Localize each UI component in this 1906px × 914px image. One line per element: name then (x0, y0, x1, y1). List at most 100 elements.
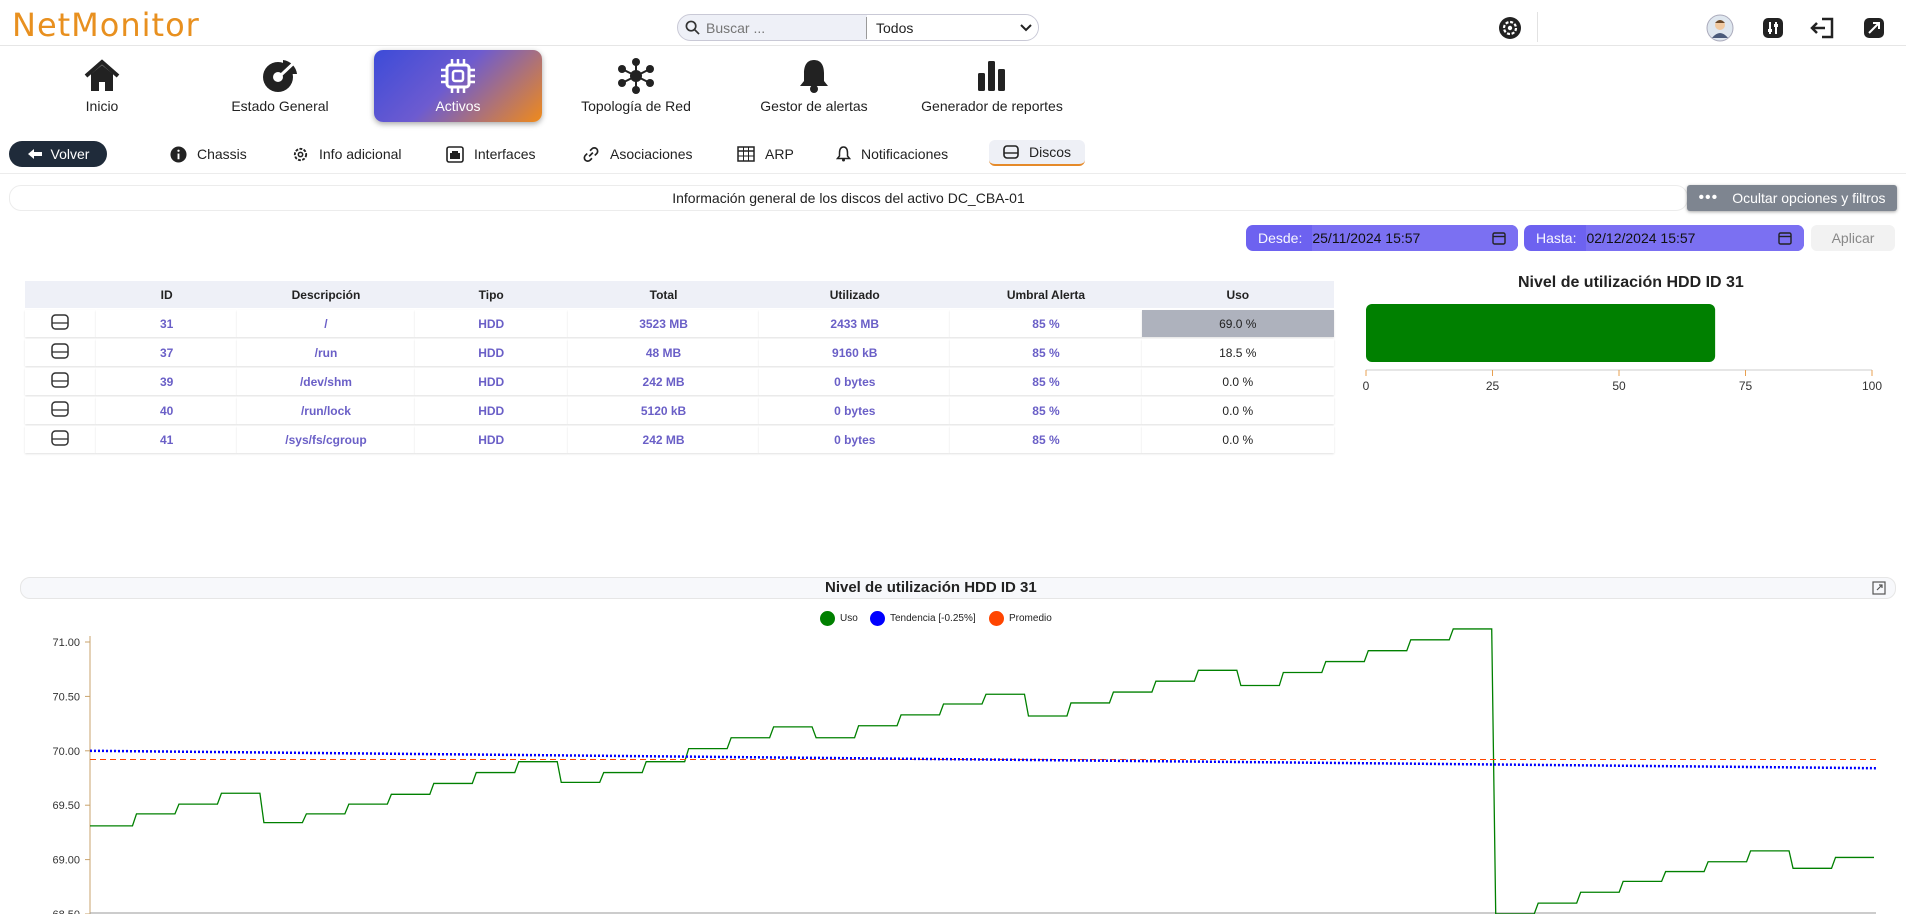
tab-label: Notificaciones (861, 146, 949, 162)
bell-icon (797, 56, 831, 96)
avatar[interactable] (1706, 14, 1734, 42)
tab-discos[interactable]: Discos (989, 140, 1086, 166)
cell-descripcion: /sys/fs/cgroup (237, 426, 415, 453)
gauge-tick-label: 25 (1486, 379, 1500, 393)
app-logo[interactable]: NetMonitor (12, 6, 200, 44)
legend-label: Uso (840, 613, 858, 624)
legend-label: Promedio (1009, 613, 1052, 624)
table-row[interactable]: 41 /sys/fs/cgroup HDD 242 MB 0 bytes 85 … (25, 426, 1334, 453)
gauge-tick-label: 100 (1862, 379, 1882, 393)
tab-chassis[interactable]: Chassis (170, 141, 247, 167)
nav-item-label: Generador de reportes (921, 98, 1063, 114)
table-row[interactable]: 37 /run HDD 48 MB 9160 kB 85 % 18.5 % (25, 339, 1334, 366)
tab-notificaciones[interactable]: Notificaciones (836, 141, 948, 167)
cell-utilizado: 9160 kB (759, 339, 951, 366)
legend-dot (820, 611, 835, 626)
col-total-header[interactable]: Total (567, 281, 760, 308)
tab-info-adicional[interactable]: Info adicional (292, 141, 402, 167)
cell-utilizado: 0 bytes (759, 368, 951, 395)
gauge-tick-label: 75 (1739, 379, 1753, 393)
cell-umbral: 85 % (950, 368, 1142, 395)
hide-options-button[interactable]: ••• Ocultar opciones y filtros (1687, 185, 1897, 211)
col-utilizado-header[interactable]: Utilizado (759, 281, 951, 308)
col-uso-header[interactable]: Uso (1141, 281, 1334, 308)
nav-item-alertas[interactable]: Gestor de alertas (730, 50, 898, 122)
back-button[interactable]: Volver (9, 141, 107, 167)
col-id-header[interactable]: ID (95, 281, 238, 308)
legend-item-uso[interactable]: Uso (820, 611, 858, 626)
cell-tipo: HDD (414, 426, 568, 453)
calendar-icon[interactable] (1778, 231, 1792, 245)
hard-drive-icon (25, 397, 96, 424)
pie-chart-icon (261, 56, 299, 96)
cell-id: 31 (95, 310, 238, 337)
calendar-icon[interactable] (1492, 231, 1506, 245)
table-row[interactable]: 39 /dev/shm HDD 242 MB 0 bytes 85 % 0.0 … (25, 368, 1334, 395)
cell-tipo: HDD (414, 310, 568, 337)
cell-descripcion: /run/lock (237, 397, 415, 424)
fullscreen-icon[interactable] (1872, 581, 1886, 600)
chart-title: Nivel de utilización HDD ID 31 (825, 579, 1037, 596)
link-icon (583, 146, 599, 162)
table-row[interactable]: 40 /run/lock HDD 5120 kB 0 bytes 85 % 0.… (25, 397, 1334, 424)
legend-label: Tendencia [-0.25%] (890, 613, 976, 624)
cell-utilizado: 0 bytes (759, 397, 951, 424)
cell-tipo: HDD (414, 368, 568, 395)
nav-item-label: Inicio (85, 98, 119, 114)
chevron-down-icon (1020, 23, 1032, 31)
col-icon-header (25, 281, 96, 308)
date-from-label: Desde: (1258, 230, 1303, 246)
date-to-field[interactable]: Hasta: 02/12/2024 15:57 (1524, 225, 1804, 251)
date-to-wrap: 02/12/2024 15:57 (1586, 225, 1804, 251)
cell-id: 41 (95, 426, 238, 453)
nav-item-activos[interactable]: Activos (374, 50, 542, 122)
table-header-row: ID Descripción Tipo Total Utilizado Umbr… (25, 281, 1334, 308)
cell-id: 40 (95, 397, 238, 424)
table-row[interactable]: 31 / HDD 3523 MB 2433 MB 85 % 69.0 % (25, 310, 1334, 337)
date-from-field[interactable]: Desde: 25/11/2024 15:57 (1246, 225, 1518, 251)
hard-drive-icon (25, 368, 96, 395)
tab-arp[interactable]: ARP (737, 141, 794, 167)
search-icon[interactable] (678, 20, 706, 35)
cell-total: 3523 MB (567, 310, 760, 337)
nav-item-topologia[interactable]: Topología de Red (552, 50, 720, 122)
cell-utilizado: 2433 MB (759, 310, 951, 337)
search-input[interactable] (706, 19, 866, 36)
series-tendencia-line (89, 749, 1877, 770)
cell-descripcion: /dev/shm (237, 368, 415, 395)
cell-uso: 0.0 % (1141, 397, 1334, 424)
tab-interfaces[interactable]: Interfaces (446, 141, 535, 167)
col-descripcion-header[interactable]: Descripción (237, 281, 415, 308)
cell-id: 39 (95, 368, 238, 395)
nav-item-estado-general[interactable]: Estado General (196, 50, 364, 122)
date-from-wrap: 25/11/2024 15:57 (1312, 225, 1518, 251)
col-umbral-header[interactable]: Umbral Alerta (950, 281, 1142, 308)
top-bar: NetMonitor Todos (0, 0, 1906, 46)
search-scope-select[interactable]: Todos (867, 15, 1038, 40)
gear-icon (293, 147, 308, 161)
cell-tipo: HDD (414, 339, 568, 366)
apply-button[interactable]: Aplicar (1811, 225, 1895, 251)
expand-window-icon[interactable] (1860, 14, 1888, 42)
legend-item-promedio[interactable]: Promedio (989, 611, 1052, 626)
y-tick-label: 70.50 (52, 691, 80, 703)
equalizer-icon[interactable] (1759, 14, 1787, 42)
disk-info-header: Información general de los discos del ac… (9, 185, 1688, 211)
tab-label: Asociaciones (610, 146, 693, 162)
disks-table: ID Descripción Tipo Total Utilizado Umbr… (25, 279, 1334, 455)
nav-item-inicio[interactable]: Inicio (18, 50, 186, 122)
gear-icon[interactable] (1496, 14, 1524, 42)
logout-icon[interactable] (1808, 14, 1836, 42)
gauge-bar (1366, 304, 1716, 362)
tab-asociaciones[interactable]: Asociaciones (582, 141, 693, 167)
col-tipo-header[interactable]: Tipo (414, 281, 568, 308)
search-bar: Todos (677, 14, 1039, 41)
nav-item-reportes[interactable]: Generador de reportes (908, 50, 1076, 122)
page-title: Información general de los discos del ac… (672, 190, 1025, 206)
divider (1537, 12, 1538, 42)
legend-item-tendencia[interactable]: Tendencia [-0.25%] (870, 611, 976, 626)
search-scope-value: Todos (876, 19, 914, 36)
cell-umbral: 85 % (950, 426, 1142, 453)
usage-line-chart: 71.00 70.50 70.00 69.50 69.00 68.50 (52, 628, 1877, 914)
hide-options-label: Ocultar opciones y filtros (1732, 190, 1886, 206)
